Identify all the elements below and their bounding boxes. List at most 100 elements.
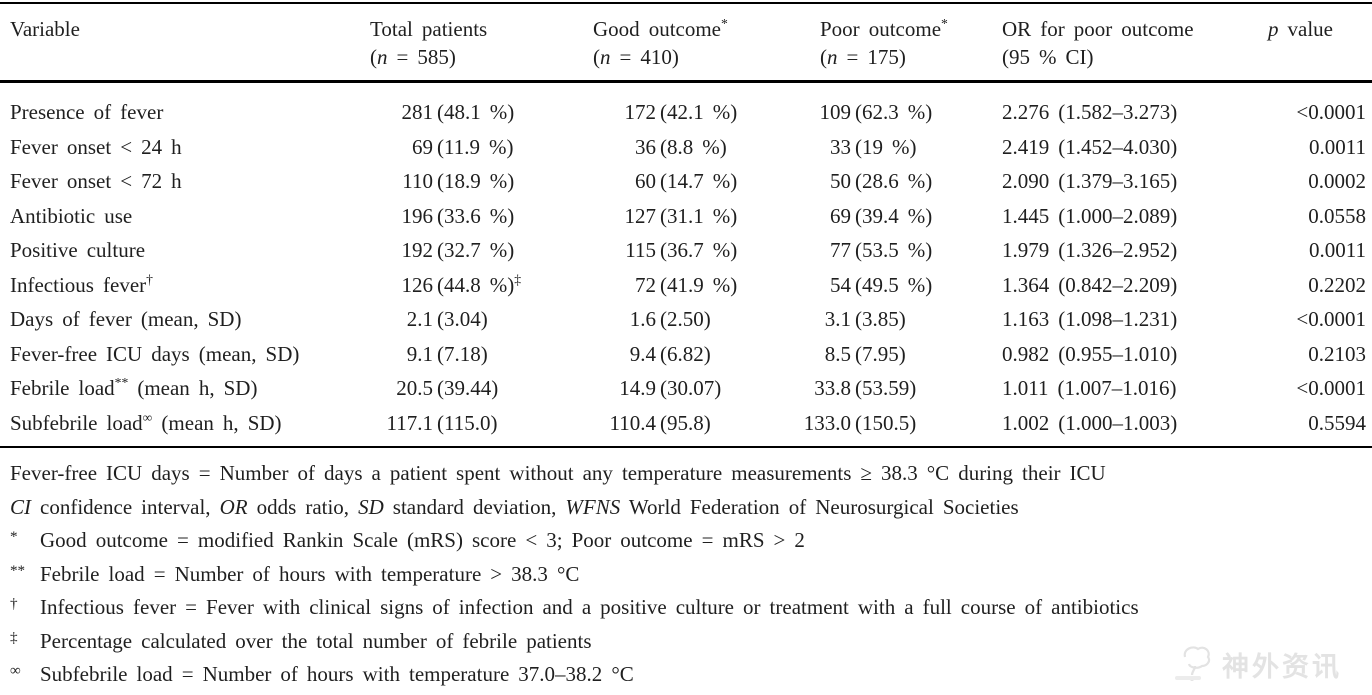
cell-total-patients: 20.5 (39.44) [396, 376, 499, 400]
footnote-marker: * [941, 16, 948, 31]
cell-good-outcome: 115 (36.7 %) [625, 238, 738, 262]
cell-variable: Antibiotic use [10, 203, 133, 228]
table-bottom-rule [0, 446, 1372, 448]
col-header-good-outcome: Good outcome* (n = 410) [593, 16, 728, 69]
cell-poor-outcome: 50 (28.6 %) [830, 169, 933, 193]
col-header-variable: Variable [10, 17, 80, 41]
cell-odds-ratio: 2.276 (1.582–3.273) [1002, 100, 1178, 124]
col-header-odds-ratio: OR for poor outcome (95 % CI) [1002, 17, 1194, 69]
footnote-abbreviations: CI confidence interval, OR odds ratio, S… [10, 494, 1019, 519]
table-row: Fever onset < 72 h 110 (18.9 %) 60 (14.7 %… [0, 164, 1372, 199]
table-row: Infectious fever† 126 (44.8 %)‡ 72 (41.9 %… [0, 268, 1372, 303]
footnote-marker: ∞ [10, 663, 21, 679]
cell-total-patients: 192 (32.7 %) [401, 238, 515, 262]
footnote-item: * Good outcome = modified Rankin Scale (m… [0, 524, 1372, 558]
footnote-item: ‡ Percentage calculated over the total nu… [0, 625, 1372, 659]
cell-total-patients: 69 (11.9 %) [412, 134, 514, 159]
cell-total-patients: 2.1 (3.04) [406, 307, 488, 331]
cell-poor-outcome: 133.0 (150.5) [803, 410, 917, 435]
cell-odds-ratio: 2.090 (1.379–3.165) [1002, 169, 1178, 193]
cell-good-outcome: 9.4 (6.82) [629, 341, 711, 366]
cell-p-value: <0.0001 [1296, 376, 1366, 400]
col-header-total-patients: Total patients (n = 585) [370, 17, 488, 69]
cell-p-value: 0.0558 [1308, 203, 1366, 228]
cell-good-outcome: 110.4 (95.8) [609, 410, 711, 435]
cell-poor-outcome: 8.5 (7.95) [824, 341, 906, 366]
watermark: 神外资讯 [1171, 643, 1342, 685]
cell-odds-ratio: 1.364 (0.842–2.209) [1002, 272, 1178, 297]
cell-good-outcome: 172 (42.1 %) [624, 100, 738, 124]
cell-variable: Presence of fever [10, 100, 164, 124]
cell-variable: Positive culture [10, 238, 146, 262]
cell-odds-ratio: 2.419 (1.452–4.030) [1002, 134, 1178, 159]
table-row: Presence of fever 281 (48.1 %) 172 (42.1 %… [0, 95, 1372, 130]
cell-odds-ratio: 1.979 (1.326–2.952) [1002, 238, 1178, 262]
cell-odds-ratio: 1.445 (1.000–2.089) [1002, 203, 1178, 228]
footnote-marker: ∞ [142, 409, 153, 425]
cell-odds-ratio: 1.002 (1.000–1.003) [1002, 410, 1178, 435]
table-row: Febrile load** (mean h, SD) 20.5 (39.44) … [0, 371, 1372, 406]
footnote-marker: † [146, 271, 153, 287]
table-top-rule [0, 2, 1372, 4]
cell-p-value: 0.0002 [1308, 169, 1366, 193]
footnotes: Fever-free ICU days = Number of days a p… [0, 457, 1372, 692]
cell-good-outcome: 1.6 (2.50) [629, 307, 711, 331]
cell-total-patients: 196 (33.6 %) [401, 203, 515, 228]
cell-total-patients: 9.1 (7.18) [406, 341, 488, 366]
cell-poor-outcome: 33.8 (53.59) [814, 376, 917, 400]
cell-variable: Infectious fever† [10, 271, 153, 297]
cell-p-value: <0.0001 [1296, 100, 1366, 124]
table-header: Variable Total patients (n = 585) Good o… [0, 4, 1372, 80]
cell-total-patients: 110 (18.9 %) [402, 169, 515, 193]
cell-poor-outcome: 33 (19 %) [830, 134, 917, 159]
cell-variable: Days of fever (mean, SD) [10, 307, 242, 331]
table-row: Subfebrile load∞ (mean h, SD) 117.1 (115.… [0, 406, 1372, 441]
footnote-marker: ** [10, 562, 26, 579]
footnote-marker: * [721, 16, 728, 31]
watermark-text: 神外资讯 [1222, 651, 1342, 683]
cell-p-value: 0.2202 [1308, 272, 1366, 297]
footnote-marker: * [10, 529, 18, 545]
col-header-p-value: p value [1268, 17, 1334, 41]
footnote-marker: ‡ [10, 629, 18, 646]
footnote-marker: ** [114, 375, 129, 390]
table-row: Fever-free ICU days (mean, SD) 9.1 (7.18)… [0, 337, 1372, 372]
cell-total-patients: 117.1 (115.0) [386, 410, 498, 435]
cell-variable: Febrile load** (mean h, SD) [10, 375, 258, 400]
cell-variable: Fever onset < 24 h [10, 134, 182, 159]
footnote-marker: ‡ [514, 271, 522, 287]
footnote-definition: Fever-free ICU days = Number of days a p… [10, 461, 1106, 485]
cell-p-value: 0.2103 [1308, 341, 1366, 366]
cell-total-patients: 126 (44.8 %)‡ [401, 271, 522, 297]
cell-total-patients: 281 (48.1 %) [401, 100, 515, 124]
cell-p-value: 0.0011 [1309, 238, 1366, 262]
table-row: Positive culture 192 (32.7 %) 115 (36.7 %)… [0, 233, 1372, 268]
cell-good-outcome: 60 (14.7 %) [635, 169, 738, 193]
cell-good-outcome: 14.9 (30.07) [619, 376, 722, 400]
cell-p-value: 0.0011 [1309, 134, 1366, 159]
cell-odds-ratio: 1.011 (1.007–1.016) [1002, 376, 1177, 400]
footnote-item: ∞ Subfebrile load = Number of hours with … [0, 658, 1372, 692]
header-separator-rule [0, 80, 1372, 83]
cell-poor-outcome: 3.1 (3.85) [824, 307, 906, 331]
footnotes-marked: * Good outcome = modified Rankin Scale (m… [0, 524, 1372, 692]
footnote-item: ** Febrile load = Number of hours with te… [0, 558, 1372, 592]
cell-odds-ratio: 0.982 (0.955–1.010) [1002, 341, 1178, 366]
cell-variable: Fever-free ICU days (mean, SD) [10, 341, 300, 366]
brain-question-logo-icon [1175, 646, 1211, 681]
cell-poor-outcome: 54 (49.5 %) [830, 272, 933, 297]
cell-poor-outcome: 77 (53.5 %) [830, 238, 933, 262]
table-row: Antibiotic use 196 (33.6 %) 127 (31.1 %) 6… [0, 199, 1372, 234]
cell-odds-ratio: 1.163 (1.098–1.231) [1002, 307, 1178, 331]
footnote-marker: † [10, 596, 18, 612]
cell-variable: Subfebrile load∞ (mean h, SD) [10, 409, 282, 435]
cell-good-outcome: 72 (41.9 %) [635, 272, 738, 297]
cell-variable: Fever onset < 72 h [10, 169, 182, 193]
cell-p-value: <0.0001 [1296, 307, 1366, 331]
cell-good-outcome: 127 (31.1 %) [624, 203, 738, 228]
table-row: Days of fever (mean, SD) 2.1 (3.04) 1.6 (2… [0, 302, 1372, 337]
cell-poor-outcome: 69 (39.4 %) [830, 203, 933, 228]
footnote-item: † Infectious fever = Fever with clinical … [0, 591, 1372, 625]
cell-good-outcome: 36 (8.8 %) [635, 134, 727, 159]
